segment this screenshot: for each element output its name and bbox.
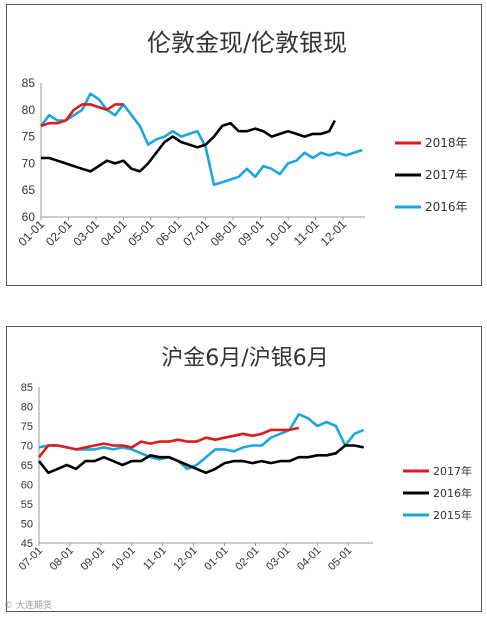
x-tick-label: 06-01 <box>153 217 185 249</box>
y-tick-label: 60 <box>22 210 36 224</box>
legend-label: 2015年 <box>433 508 472 522</box>
x-tick-label: 05-01 <box>125 217 157 249</box>
y-tick-label: 80 <box>21 402 33 414</box>
series-line <box>40 103 124 128</box>
y-tick-label: 70 <box>22 156 36 170</box>
chart-title: 沪金6月/沪银6月 <box>161 346 328 371</box>
x-tick-label: 10-01 <box>110 545 138 573</box>
x-tick-label: 08-01 <box>208 217 240 249</box>
x-tick-label: 12-01 <box>318 217 350 249</box>
x-tick-label: 04-01 <box>295 545 323 573</box>
x-tick-label: 03-01 <box>264 545 292 573</box>
y-tick-label: 85 <box>22 76 36 90</box>
series-line <box>39 92 363 187</box>
x-tick-label: 01-01 <box>202 545 230 573</box>
x-tick-label: 01-01 <box>16 217 48 249</box>
y-tick-label: 60 <box>21 480 33 492</box>
y-tick-label: 85 <box>21 382 33 394</box>
legend-label: 2016年 <box>425 200 468 214</box>
x-tick-label: 02-01 <box>233 545 261 573</box>
chart-london-gold-silver: 伦敦金现/伦敦银现 60 65 70 75 80 85 01-0102-0103-0104-0… <box>16 29 468 249</box>
x-tick-label: 11-01 <box>291 217 322 248</box>
y-tick-label: 45 <box>21 538 33 550</box>
x-tick-label: 11-01 <box>141 545 169 573</box>
series-line <box>37 444 364 475</box>
x-tick-label: 02-01 <box>43 217 75 249</box>
x-tick-label: 08-01 <box>48 545 76 573</box>
legend-label: 2018年 <box>425 136 468 150</box>
x-tick-label: 10-01 <box>263 217 295 249</box>
chart-panel-london: 伦敦金现/伦敦银现 60 65 70 75 80 85 01-01 02-01 03-01 04-0… <box>6 4 482 286</box>
legend-label: 2017年 <box>433 464 472 478</box>
y-tick-label: 80 <box>22 103 36 117</box>
y-tick-label: 55 <box>21 499 33 511</box>
x-tick-label: 05-01 <box>326 545 354 573</box>
y-tick-label: 50 <box>21 519 33 531</box>
watermark: © 大连期货 <box>4 601 52 611</box>
x-tick-label: 09-01 <box>235 217 267 249</box>
x-tick-label: 03-01 <box>70 217 102 249</box>
y-tick-label: 70 <box>21 441 33 453</box>
series-line <box>37 426 300 459</box>
series-line <box>41 119 336 173</box>
x-tick-label: 09-01 <box>79 545 107 573</box>
y-tick-label: 75 <box>22 130 36 144</box>
y-tick-label: 65 <box>22 183 36 197</box>
x-tick-label: 07-01 <box>180 217 212 249</box>
chart-title: 伦敦金现/伦敦银现 <box>147 29 347 57</box>
series-line <box>38 413 365 471</box>
y-tick-label: 75 <box>21 421 33 433</box>
x-tick-label: 12-01 <box>171 545 199 573</box>
legend-label: 2017年 <box>425 168 468 182</box>
x-tick-label: 04-01 <box>98 217 130 249</box>
chart-panel-shanghai: 沪金6月/沪银6月 45 50 55 60 65 70 75 80 85 07-01 08-01 09-… <box>6 326 482 612</box>
legend-label: 2016年 <box>433 486 472 500</box>
y-tick-label: 65 <box>21 460 33 472</box>
